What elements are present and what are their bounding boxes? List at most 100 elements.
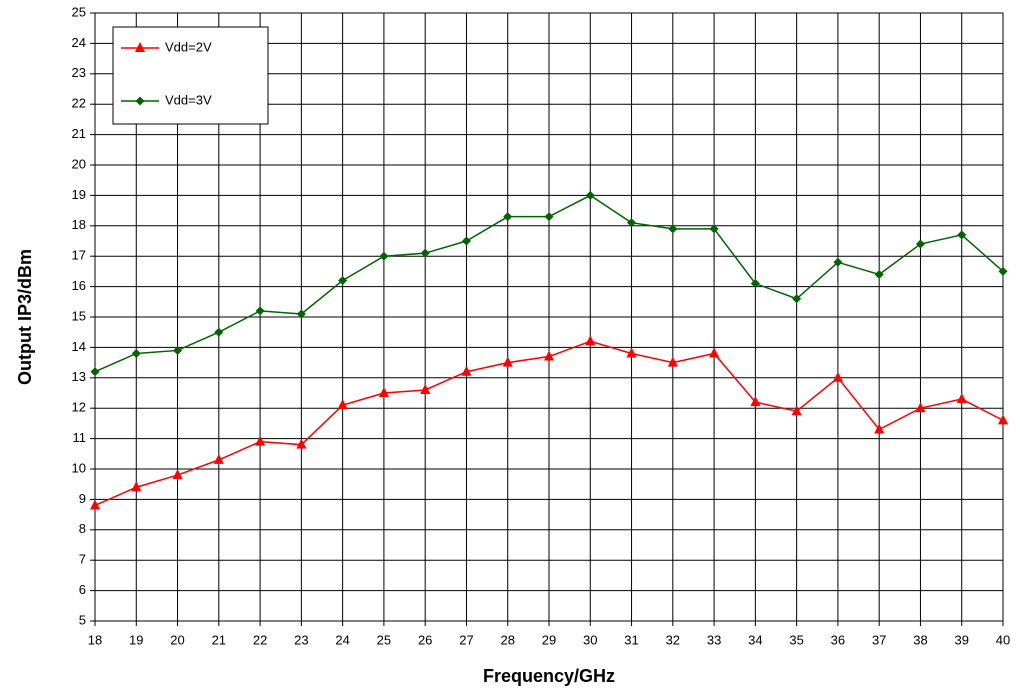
x-tick-label: 37: [872, 632, 886, 647]
x-tick-label: 36: [831, 632, 845, 647]
marker: [420, 383, 431, 394]
x-tick-label: 23: [294, 632, 308, 647]
marker: [709, 224, 719, 234]
x-tick-label: 19: [129, 632, 143, 647]
y-tick-label: 15: [72, 308, 86, 323]
marker: [667, 356, 678, 367]
marker: [998, 266, 1008, 276]
marker: [957, 230, 967, 240]
x-tick-label: 21: [212, 632, 226, 647]
marker: [213, 453, 224, 464]
y-tick-label: 19: [72, 187, 86, 202]
x-tick-label: 26: [418, 632, 432, 647]
y-tick-label: 9: [79, 491, 86, 506]
marker: [503, 212, 513, 222]
x-tick-label: 22: [253, 632, 267, 647]
y-tick-label: 16: [72, 278, 86, 293]
marker: [998, 414, 1008, 425]
x-tick-label: 33: [707, 632, 721, 647]
y-tick-label: 7: [79, 552, 86, 567]
marker: [338, 276, 348, 286]
marker: [956, 393, 967, 404]
x-tick-label: 34: [748, 632, 762, 647]
y-tick-label: 8: [79, 521, 86, 536]
x-tick-label: 32: [666, 632, 680, 647]
y-tick-label: 5: [79, 612, 86, 627]
marker: [131, 348, 141, 358]
marker: [502, 356, 513, 367]
marker: [255, 306, 265, 316]
y-tick-label: 22: [72, 96, 86, 111]
marker: [915, 402, 926, 413]
x-tick-label: 30: [583, 632, 597, 647]
y-tick-label: 24: [72, 35, 86, 50]
legend-label: Vdd=3V: [165, 92, 212, 107]
x-tick-label: 39: [954, 632, 968, 647]
marker: [709, 347, 720, 358]
x-tick-label: 38: [913, 632, 927, 647]
x-axis-title: Frequency/GHz: [483, 666, 615, 686]
marker: [544, 350, 554, 361]
legend-label: Vdd=2V: [165, 39, 212, 54]
marker: [296, 309, 306, 319]
y-tick-label: 12: [72, 400, 86, 415]
marker: [337, 399, 348, 410]
legend-marker: [135, 42, 145, 52]
marker: [90, 499, 100, 510]
marker: [378, 387, 389, 397]
y-tick-label: 23: [72, 65, 86, 80]
y-tick-label: 10: [72, 460, 86, 475]
marker: [172, 469, 183, 480]
marker: [379, 251, 389, 261]
marker: [585, 335, 596, 346]
y-tick-label: 6: [79, 582, 86, 597]
marker: [627, 218, 637, 228]
marker: [296, 438, 307, 449]
y-tick-label: 13: [72, 369, 86, 384]
y-tick-label: 11: [73, 430, 87, 445]
y-tick-label: 20: [72, 156, 86, 171]
marker: [668, 224, 678, 234]
x-tick-label: 27: [459, 632, 473, 647]
marker: [131, 481, 142, 492]
y-tick-label: 25: [72, 4, 86, 19]
x-tick-label: 28: [500, 632, 514, 647]
marker: [173, 345, 183, 355]
marker: [626, 347, 637, 358]
plot-frame: [94, 12, 1004, 622]
marker: [461, 236, 471, 246]
marker: [833, 257, 843, 267]
x-tick-label: 29: [542, 632, 556, 647]
y-tick-label: 21: [72, 126, 86, 141]
marker: [420, 248, 430, 258]
y-tick-label: 17: [72, 248, 86, 263]
x-tick-label: 40: [996, 632, 1010, 647]
marker: [214, 327, 224, 337]
x-tick-label: 31: [624, 632, 638, 647]
marker: [750, 279, 760, 289]
marker: [544, 212, 554, 222]
x-tick-label: 20: [170, 632, 184, 647]
marker: [585, 190, 595, 200]
marker: [461, 365, 472, 376]
marker: [255, 435, 266, 446]
y-tick-label: 18: [72, 217, 86, 232]
y-axis-title: Output IP3/dBm: [15, 249, 35, 385]
marker: [791, 405, 802, 416]
marker: [750, 396, 761, 407]
marker: [792, 294, 802, 304]
x-tick-label: 35: [789, 632, 803, 647]
x-tick-label: 18: [88, 632, 102, 647]
marker: [90, 367, 100, 377]
y-tick-label: 14: [72, 339, 86, 354]
marker: [874, 269, 884, 279]
marker: [874, 423, 885, 434]
marker: [832, 371, 843, 382]
legend-box: [112, 26, 269, 125]
x-tick-label: 25: [377, 632, 391, 647]
x-tick-label: 24: [335, 632, 349, 647]
marker: [915, 239, 925, 249]
legend-marker: [135, 96, 145, 106]
